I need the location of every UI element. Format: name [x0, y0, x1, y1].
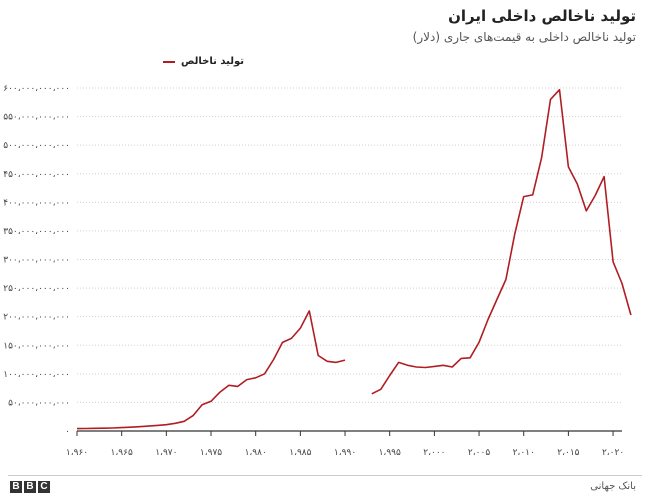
source-credit: بانک جهانی	[590, 481, 636, 492]
x-tick-label: ۱،۹۸۰	[245, 448, 267, 458]
chart-header: تولید ناخالص داخلی ایران تولید ناخالص دا…	[413, 6, 636, 46]
y-tick-label: ۵۰،۰۰۰،۰۰۰،۰۰۰	[8, 398, 70, 408]
y-tick-label: ۶۰۰،۰۰۰،۰۰۰،۰۰۰	[3, 84, 70, 94]
logo-letter: B	[24, 481, 36, 493]
x-tick-label: ۱،۹۷۵	[200, 448, 222, 458]
y-tick-label: ۱۰۰،۰۰۰،۰۰۰،۰۰۰	[3, 370, 70, 380]
y-tick-label: ۰	[65, 427, 70, 437]
series-line-segment	[76, 310, 346, 430]
logo-letter: C	[38, 481, 50, 493]
y-tick-label: ۵۰۰،۰۰۰،۰۰۰،۰۰۰	[3, 141, 70, 151]
chart-subtitle: تولید ناخالص داخلی به قیمت‌های جاری (دلا…	[412, 30, 636, 44]
line-chart: ۰ ۵۰،۰۰۰،۰۰۰،۰۰۰ ۱۰۰،۰۰۰،۰۰۰،۰۰۰ ۱۵۰،۰۰۰،۰۰…	[3, 84, 632, 458]
chart-title: تولید ناخالص داخلی ایران	[448, 7, 636, 25]
x-tick-label: ۱،۹۶۰	[66, 448, 88, 458]
x-tick-label: ۱،۹۹۰	[334, 448, 356, 458]
x-tick-label: ۱،۹۶۵	[111, 448, 133, 458]
footer-divider	[8, 475, 642, 476]
y-tick-label: ۴۰۰،۰۰۰،۰۰۰،۰۰۰	[3, 198, 70, 208]
x-tick-label: ۲،۰۱۵	[557, 448, 579, 458]
y-tick-label: ۴۵۰،۰۰۰،۰۰۰،۰۰۰	[3, 170, 70, 180]
y-tick-label: ۲۰۰،۰۰۰،۰۰۰،۰۰۰	[3, 313, 70, 323]
y-tick-label: ۲۵۰،۰۰۰،۰۰۰،۰۰۰	[3, 284, 70, 294]
y-tick-label: ۳۵۰،۰۰۰،۰۰۰،۰۰۰	[3, 227, 70, 237]
logo-letter: B	[10, 481, 22, 493]
legend-swatch	[163, 60, 175, 63]
x-tick-label: ۱،۹۷۰	[155, 448, 177, 458]
y-tick-label: ۵۵۰،۰۰۰،۰۰۰،۰۰۰	[3, 113, 70, 123]
x-tick-label: ۲،۰۰۵	[468, 448, 490, 458]
x-tick-label: ۲،۰۱۰	[513, 448, 535, 458]
x-tick-label: ۲،۰۰۰	[423, 448, 445, 458]
legend-label: تولید ناخالص	[181, 56, 244, 67]
y-tick-label: ۱۵۰،۰۰۰،۰۰۰،۰۰۰	[3, 341, 70, 351]
y-tick-label: ۳۰۰،۰۰۰،۰۰۰،۰۰۰	[3, 256, 70, 266]
x-tick-label: ۱،۹۸۵	[289, 448, 311, 458]
legend: تولید ناخالص	[163, 56, 244, 67]
x-tick-label: ۱،۹۹۵	[379, 448, 401, 458]
series-line-segment	[371, 88, 632, 395]
x-tick-label: ۲،۰۲۰	[602, 448, 624, 458]
bbc-logo: B B C	[10, 481, 50, 493]
